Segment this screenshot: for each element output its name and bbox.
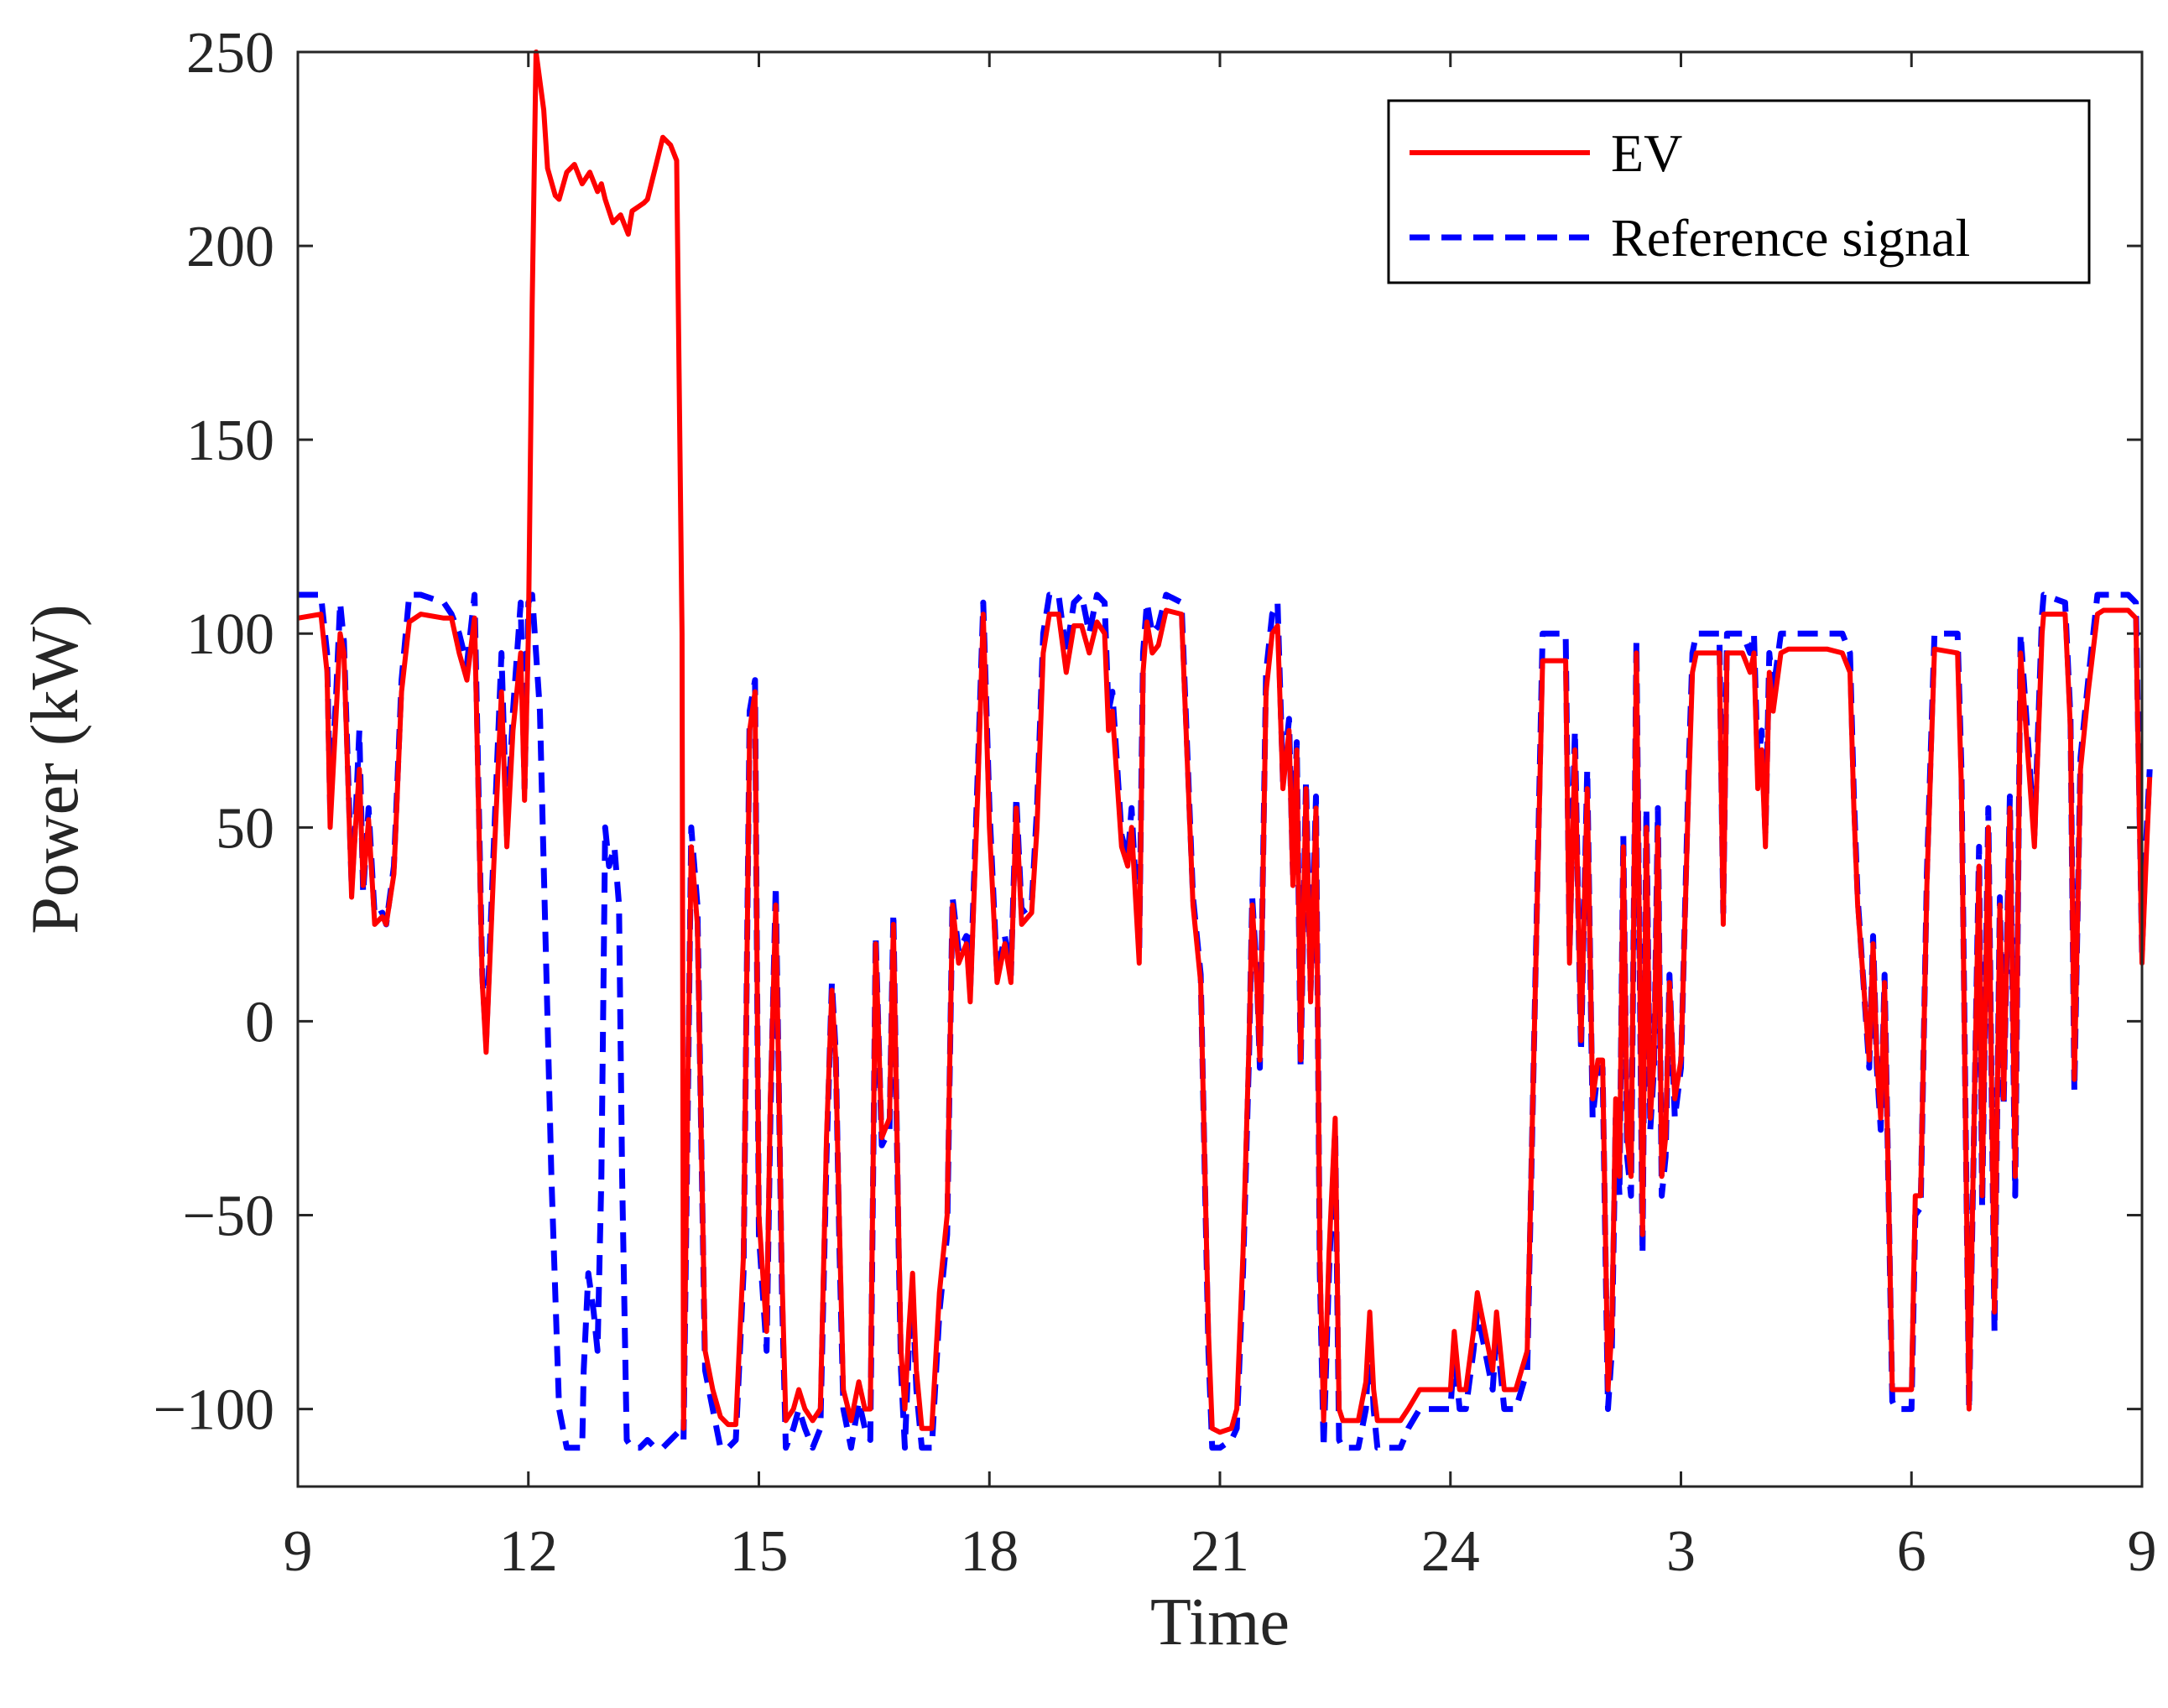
y-tick-label: 250 — [186, 21, 274, 86]
x-tick-label: 24 — [1421, 1519, 1480, 1584]
x-tick-label: 18 — [960, 1519, 1019, 1584]
y-tick-label: 50 — [216, 796, 274, 861]
x-tick-label: 9 — [2128, 1519, 2157, 1584]
y-axis-title: Power (kW) — [18, 604, 92, 934]
x-tick-label: 9 — [284, 1519, 313, 1584]
legend-box — [1387, 99, 2091, 284]
y-tick-label: −100 — [154, 1378, 274, 1443]
x-tick-label: 21 — [1191, 1519, 1249, 1584]
y-tick-label: 100 — [186, 602, 274, 667]
x-tick-label: 15 — [730, 1519, 789, 1584]
series-line-ev — [297, 49, 2153, 1435]
y-axis-ticks: 250 200 150 100 50 0 −50 −100 — [154, 21, 2142, 1443]
y-tick-label: −50 — [183, 1184, 274, 1248]
y-tick-label: 200 — [186, 215, 274, 279]
legend-label-reference-signal: Reference signal — [1611, 208, 1970, 268]
axes-box — [296, 50, 2144, 1488]
x-axis-ticks: 9 12 15 18 21 24 3 6 9 — [284, 52, 2157, 1584]
x-tick-label: 6 — [1897, 1519, 1926, 1584]
legend-label-ev: EV — [1611, 123, 1682, 183]
legend: EV Reference signal — [1387, 99, 2091, 284]
plot-area — [297, 49, 2153, 1451]
x-axis-title: Time — [1150, 1586, 1290, 1659]
x-tick-label: 3 — [1666, 1519, 1696, 1584]
y-tick-label: 0 — [245, 990, 274, 1054]
y-tick-label: 150 — [186, 409, 274, 473]
x-tick-label: 12 — [499, 1519, 558, 1584]
